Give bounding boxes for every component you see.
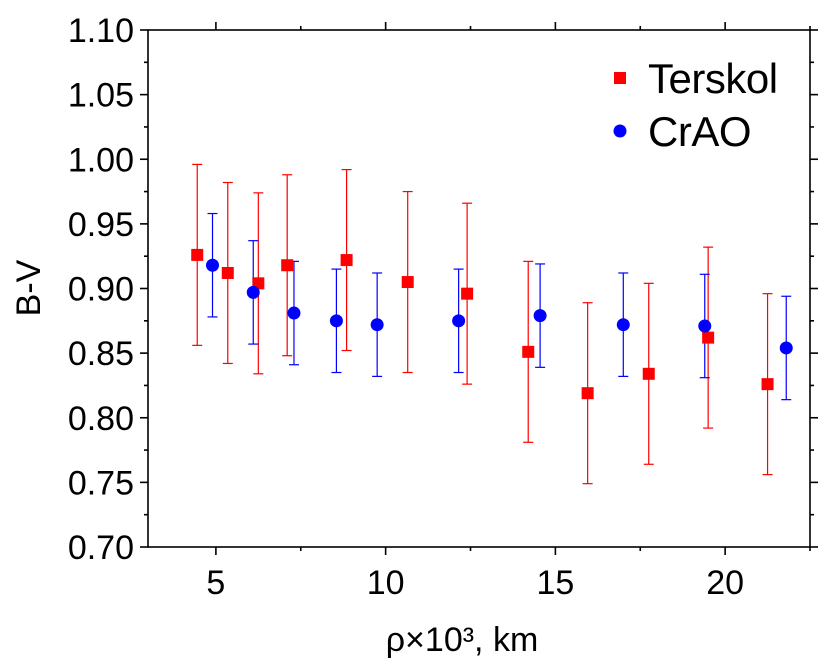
crao-point [698, 319, 712, 333]
terskol-point [191, 248, 204, 261]
x-tick-label: 20 [706, 564, 744, 602]
terskol-point [340, 254, 353, 267]
y-tick-label: 0.90 [68, 271, 134, 309]
y-tick-label: 0.70 [68, 529, 134, 567]
x-tick-label: 15 [536, 564, 574, 602]
y-tick-label: 0.75 [68, 464, 134, 502]
terskol-point [522, 345, 535, 358]
terskol-point [401, 276, 414, 289]
crao-point [329, 314, 343, 328]
terskol-point [461, 287, 474, 300]
terskol-point [581, 387, 594, 400]
x-tick-label: 5 [206, 564, 225, 602]
crao-point [370, 318, 384, 332]
y-axis-title: B-V [10, 259, 48, 316]
x-tick-label: 10 [367, 564, 405, 602]
crao-point [452, 314, 466, 328]
axis-tick-labels: 0.70 0.75 0.80 0.85 0.90 0.95 1.00 1.05 1.10 5 10 1… [68, 12, 744, 602]
terskol-point [642, 367, 655, 380]
y-tick-label: 0.95 [68, 206, 134, 244]
legend-marker-terskol [614, 72, 626, 84]
y-tick-label: 0.85 [68, 335, 134, 373]
crao-point [287, 306, 301, 320]
crao-point [206, 258, 220, 272]
legend-label-terskol: Terskol [648, 55, 778, 102]
axis-ticks [140, 22, 818, 555]
crao-point [533, 309, 547, 323]
terskol-point [252, 277, 265, 290]
terskol-point [281, 259, 294, 272]
y-tick-label: 1.10 [68, 12, 134, 50]
terskol-point [221, 266, 234, 279]
x-axis-title: ρ×10³, km [386, 621, 539, 659]
legend-label-crao: CrAO [648, 108, 751, 155]
data-points [191, 248, 793, 400]
crao-point [779, 341, 793, 355]
y-tick-label: 1.00 [68, 141, 134, 179]
terskol-point [761, 378, 774, 391]
crao-point [246, 285, 260, 299]
legend-marker-crao [613, 124, 627, 138]
legend-markers [613, 72, 627, 138]
y-tick-label: 0.80 [68, 400, 134, 438]
y-tick-label: 1.05 [68, 77, 134, 115]
terskol-point [702, 331, 715, 344]
legend: Terskol CrAO [613, 55, 778, 155]
crao-point [616, 318, 630, 332]
